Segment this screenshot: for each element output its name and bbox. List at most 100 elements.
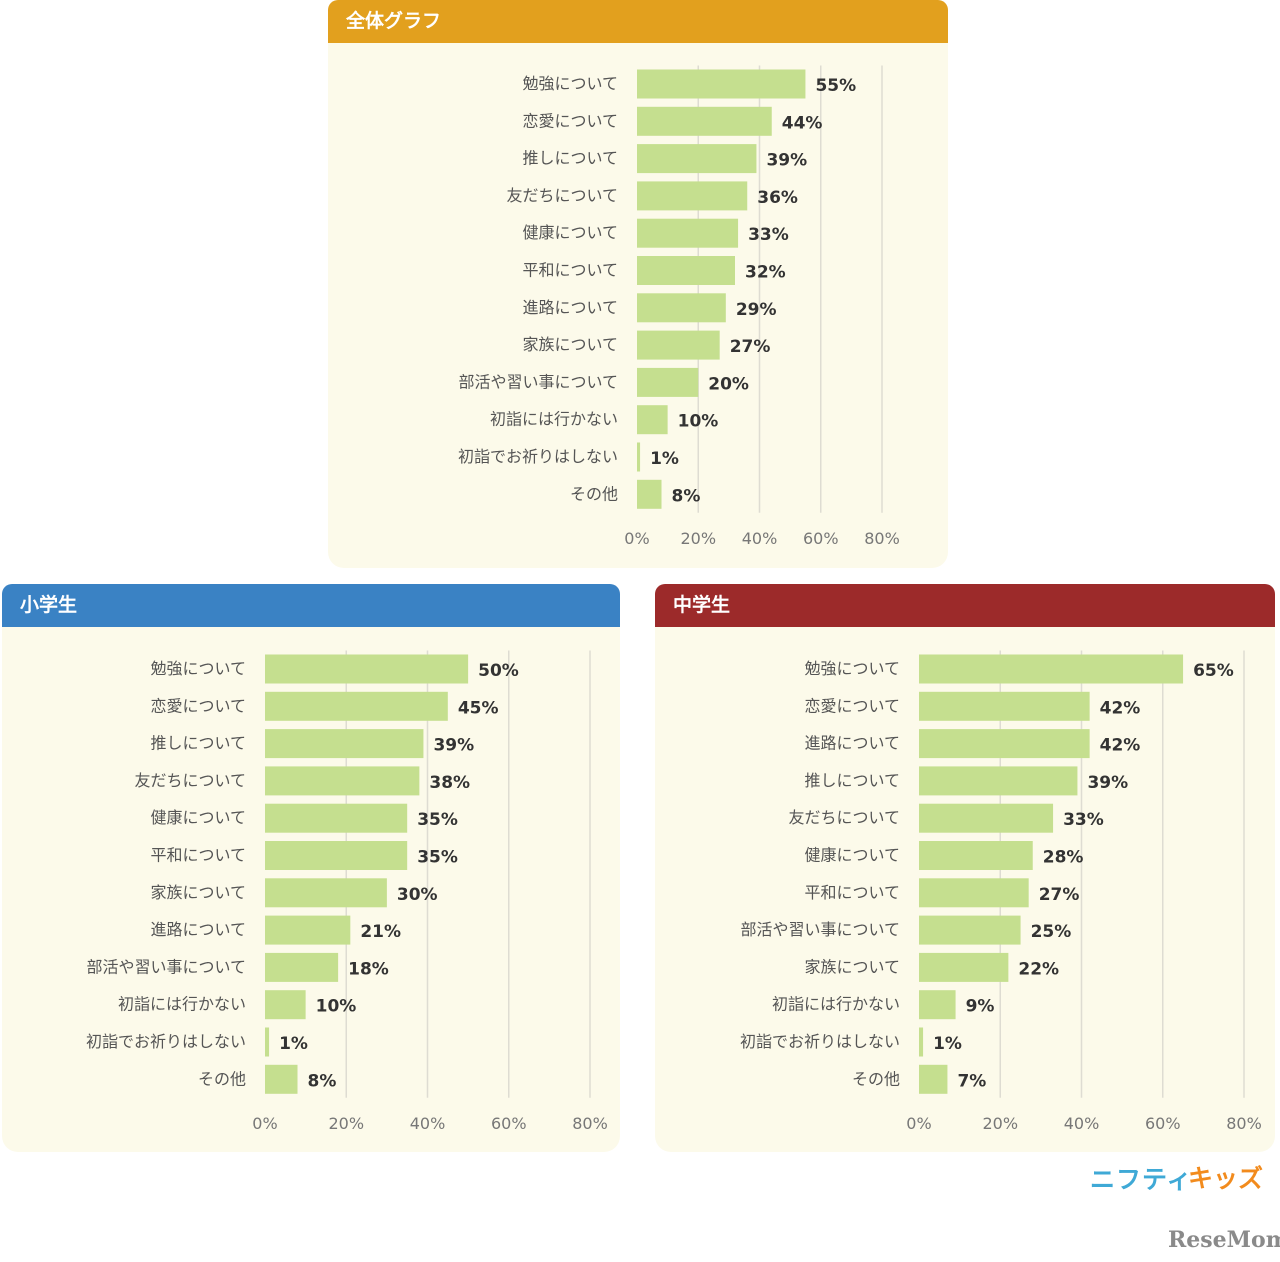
bar — [265, 878, 387, 908]
x-tick-label: 80% — [1226, 1114, 1262, 1133]
x-tick-label: 60% — [803, 529, 839, 548]
value-label: 27% — [1039, 885, 1080, 905]
x-tick-label: 80% — [864, 529, 900, 548]
category-label: 家族について — [522, 335, 618, 354]
chart-panel-elementary: 小学生 0% 20% 40% 60% 80% 勉強について 50% 恋愛について 45% 推しにつ… — [2, 584, 620, 1152]
value-label: 8% — [672, 486, 701, 506]
value-label: 20% — [708, 374, 749, 394]
bar — [265, 729, 424, 759]
bar — [265, 952, 339, 982]
category-label: 勉強について — [522, 74, 618, 93]
value-label: 1% — [279, 1034, 308, 1054]
category-label: 初詣には行かない — [772, 995, 900, 1014]
chart-panel-overall: 全体グラフ 0% 20% 40% 60% 80% 勉強について 55% 恋愛について 44% 推し… — [328, 0, 948, 568]
value-label: 18% — [348, 959, 389, 979]
category-label: 平和について — [150, 846, 246, 865]
category-label: 初詣でお祈りはしない — [458, 447, 618, 466]
bar — [919, 841, 1033, 870]
bar — [265, 654, 469, 684]
category-label: 家族について — [804, 957, 900, 976]
chart-body-overall: 0% 20% 40% 60% 80% 勉強について 55% 恋愛について 44% 推しについて 39… — [328, 43, 948, 568]
category-label: 初詣には行かない — [490, 410, 618, 429]
value-label: 38% — [429, 773, 470, 793]
value-label: 10% — [316, 997, 357, 1017]
bar — [919, 729, 1090, 759]
bar — [919, 803, 1054, 833]
category-label: 進路について — [150, 920, 246, 939]
value-label: 27% — [730, 337, 771, 357]
bar — [919, 691, 1090, 721]
value-label: 44% — [782, 113, 823, 133]
value-label: 10% — [678, 412, 719, 432]
bar — [265, 841, 408, 870]
bar — [637, 330, 720, 360]
bar — [919, 915, 1021, 945]
chart-body-junior-high: 0% 20% 40% 60% 80% 勉強について 65% 恋愛について 42% 進路について 42… — [655, 627, 1275, 1152]
category-label: 健康について — [522, 223, 618, 242]
value-label: 55% — [815, 76, 856, 96]
category-label: 恋愛について — [150, 696, 246, 715]
x-tick-label: 60% — [1145, 1114, 1181, 1133]
bar — [265, 1064, 298, 1094]
value-label: 21% — [360, 922, 401, 942]
value-label: 35% — [417, 848, 458, 868]
panel-title-overall: 全体グラフ — [328, 0, 948, 43]
bar — [637, 106, 772, 136]
category-label: 推しについて — [804, 771, 900, 790]
value-label: 50% — [478, 661, 519, 681]
value-label: 42% — [1100, 698, 1141, 718]
category-label: 勉強について — [150, 659, 246, 678]
category-label: 平和について — [804, 883, 900, 902]
value-label: 28% — [1043, 848, 1084, 868]
bar — [637, 479, 662, 509]
category-label: 家族について — [150, 883, 246, 902]
value-label: 32% — [745, 263, 786, 283]
bar — [637, 256, 735, 285]
value-label: 45% — [458, 698, 499, 718]
category-label: その他 — [570, 484, 618, 503]
chart-body-elementary: 0% 20% 40% 60% 80% 勉強について 50% 恋愛について 45% 推しについて 39… — [2, 627, 620, 1152]
bar — [637, 367, 699, 397]
value-label: 1% — [933, 1034, 962, 1054]
bar — [265, 990, 306, 1020]
bar — [637, 442, 641, 472]
bar — [637, 405, 668, 435]
bar — [265, 691, 448, 721]
category-label: 友だちについて — [788, 808, 900, 827]
category-label: 恋愛について — [804, 696, 900, 715]
category-label: 健康について — [804, 846, 900, 865]
value-label: 33% — [748, 225, 789, 245]
bar — [919, 1064, 948, 1094]
kids-logo: キッズ — [1188, 1164, 1264, 1193]
bar — [265, 766, 420, 796]
bar — [637, 181, 748, 211]
bar — [919, 1027, 924, 1057]
value-label: 35% — [417, 810, 458, 830]
bar — [919, 766, 1078, 796]
bar-chart-junior-high: 0% 20% 40% 60% 80% 勉強について 65% 恋愛について 42% 進路について 42… — [740, 650, 1262, 1133]
category-label: 推しについて — [150, 734, 246, 753]
category-label: 部活や習い事について — [86, 957, 246, 976]
x-tick-label: 20% — [328, 1114, 364, 1133]
category-label: その他 — [852, 1069, 900, 1088]
bar-chart-overall: 0% 20% 40% 60% 80% 勉強について 55% 恋愛について 44% 推しについて 39… — [458, 65, 900, 548]
value-label: 33% — [1063, 810, 1104, 830]
panel-title-elementary: 小学生 — [2, 584, 620, 627]
panel-title-junior-high: 中学生 — [655, 584, 1275, 627]
bar — [637, 144, 757, 174]
category-label: 平和について — [522, 261, 618, 280]
category-label: 勉強について — [804, 659, 900, 678]
bar — [637, 69, 806, 99]
value-label: 9% — [966, 997, 995, 1017]
bar — [265, 803, 408, 833]
bar — [265, 1027, 270, 1057]
bar — [919, 990, 956, 1020]
bar — [637, 293, 726, 323]
value-label: 30% — [397, 885, 438, 905]
x-tick-label: 40% — [410, 1114, 446, 1133]
value-label: 7% — [957, 1071, 986, 1091]
value-label: 42% — [1100, 736, 1141, 756]
value-label: 8% — [308, 1071, 337, 1091]
value-label: 39% — [1087, 773, 1128, 793]
x-tick-label: 80% — [572, 1114, 608, 1133]
